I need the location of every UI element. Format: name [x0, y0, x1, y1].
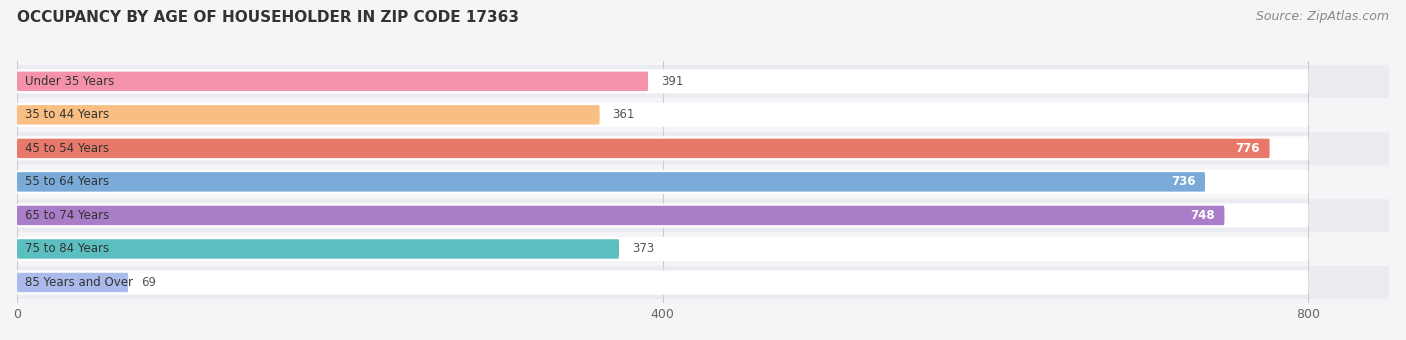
Text: 373: 373 [631, 242, 654, 255]
Text: 776: 776 [1236, 142, 1260, 155]
FancyBboxPatch shape [17, 232, 1389, 266]
FancyBboxPatch shape [17, 103, 1309, 127]
FancyBboxPatch shape [17, 98, 1389, 132]
FancyBboxPatch shape [17, 266, 1389, 299]
FancyBboxPatch shape [17, 65, 1389, 98]
Text: 69: 69 [141, 276, 156, 289]
FancyBboxPatch shape [17, 105, 600, 124]
Text: 75 to 84 Years: 75 to 84 Years [25, 242, 110, 255]
Text: Source: ZipAtlas.com: Source: ZipAtlas.com [1256, 10, 1389, 23]
Text: 736: 736 [1171, 175, 1195, 188]
Text: 55 to 64 Years: 55 to 64 Years [25, 175, 110, 188]
FancyBboxPatch shape [17, 206, 1225, 225]
FancyBboxPatch shape [17, 136, 1309, 160]
Text: 35 to 44 Years: 35 to 44 Years [25, 108, 110, 121]
Text: OCCUPANCY BY AGE OF HOUSEHOLDER IN ZIP CODE 17363: OCCUPANCY BY AGE OF HOUSEHOLDER IN ZIP C… [17, 10, 519, 25]
Text: 45 to 54 Years: 45 to 54 Years [25, 142, 110, 155]
FancyBboxPatch shape [17, 72, 648, 91]
Text: 85 Years and Over: 85 Years and Over [25, 276, 134, 289]
FancyBboxPatch shape [17, 69, 1309, 94]
FancyBboxPatch shape [17, 165, 1389, 199]
FancyBboxPatch shape [17, 203, 1309, 227]
FancyBboxPatch shape [17, 172, 1205, 192]
FancyBboxPatch shape [17, 239, 619, 259]
FancyBboxPatch shape [17, 199, 1389, 232]
FancyBboxPatch shape [17, 170, 1309, 194]
FancyBboxPatch shape [17, 270, 1309, 294]
FancyBboxPatch shape [17, 139, 1270, 158]
Text: 361: 361 [613, 108, 636, 121]
FancyBboxPatch shape [17, 237, 1309, 261]
FancyBboxPatch shape [17, 273, 128, 292]
Text: 391: 391 [661, 75, 683, 88]
Text: 748: 748 [1189, 209, 1215, 222]
FancyBboxPatch shape [17, 132, 1389, 165]
Text: 65 to 74 Years: 65 to 74 Years [25, 209, 110, 222]
Text: Under 35 Years: Under 35 Years [25, 75, 114, 88]
